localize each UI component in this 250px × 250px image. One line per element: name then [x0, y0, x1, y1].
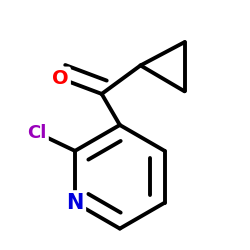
Text: O: O — [52, 69, 68, 88]
Text: N: N — [66, 193, 84, 213]
Text: Cl: Cl — [27, 124, 47, 142]
